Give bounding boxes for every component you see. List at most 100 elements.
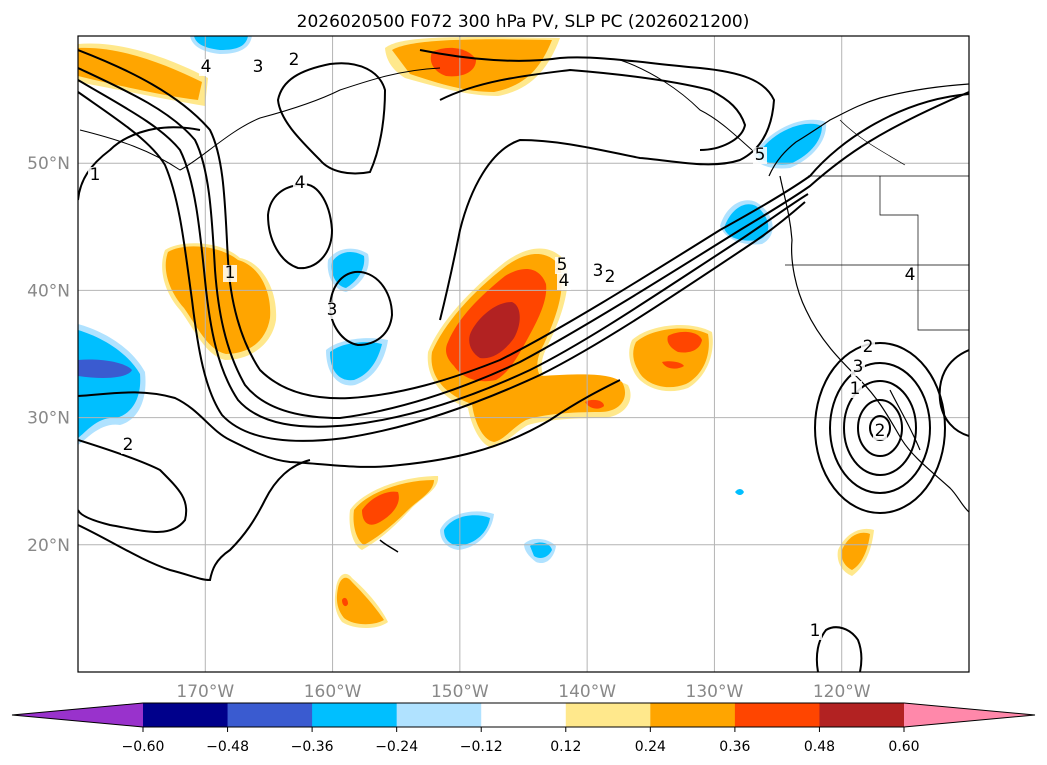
slp-contour-3 [78, 79, 809, 428]
contour-label-text: 4 [295, 173, 306, 193]
coast-aleutians [79, 67, 441, 171]
colorbar-tick-label: 0.12 [550, 739, 581, 755]
pv-neg-spot [735, 489, 744, 495]
contour-label-bg [557, 273, 571, 290]
slp-contour-1-sw [78, 459, 311, 582]
pv-blob-central-core [469, 302, 520, 359]
contour-label-bg [753, 147, 767, 164]
slp-contour-1-west [78, 126, 201, 201]
contour-label-bg [873, 423, 887, 440]
contour-label-bg [287, 52, 301, 69]
contour-label-bg [88, 167, 102, 184]
slp-contour-2-south [78, 379, 621, 468]
slp-low-ring-4 [857, 399, 903, 457]
y-tick-label: 40°N [27, 281, 70, 301]
slp-contour-3-loop [276, 62, 387, 175]
contour-label-text: 3 [253, 57, 264, 77]
colorbar-tick-label: 0.36 [719, 739, 750, 755]
colorbar-tick-label: 0.48 [804, 739, 835, 755]
contour-label-text: 4 [559, 271, 570, 291]
coast-southeast-alaska [619, 59, 753, 151]
y-tick-label: 50°N [27, 154, 70, 174]
contour-label-text: 2 [863, 337, 874, 357]
border-bc-alberta [839, 119, 906, 166]
contour-label: 1 [848, 379, 862, 399]
slp-contour-2-sw [78, 439, 188, 533]
pv-neg-hawaii [444, 515, 490, 546]
x-axis-ticks: 170°W 160°W 150°W 140°W 130°W 120°W [176, 682, 870, 702]
slp-contour-3-gulf [419, 49, 776, 321]
contour-label: 3 [325, 300, 339, 320]
colorbar-segment [143, 703, 229, 727]
contour-label: 1 [808, 621, 822, 641]
slp-contour-4-gulf [439, 68, 747, 151]
pv-neg-bc [758, 123, 822, 165]
colorbar-tick-label: −0.36 [291, 739, 334, 755]
contour-label: 2 [287, 50, 301, 70]
contour-label-bg [223, 265, 237, 282]
y-tick-label: 30°N [27, 409, 70, 429]
x-tick-label: 120°W [813, 682, 871, 702]
contour-label: 5 [753, 145, 767, 165]
slp-contour-1-bottom [815, 626, 863, 672]
contour-label-bg [199, 59, 213, 76]
border-state-2 [879, 176, 969, 331]
contour-label-text: 3 [593, 261, 604, 281]
colorbar: −0.60 −0.48 −0.36 −0.24 −0.12 0.12 0.24 0.36 0.4… [11, 702, 1036, 755]
colorbar-tick-label: 0.60 [888, 739, 919, 755]
contour-label-bg [603, 269, 617, 286]
colorbar-tick-label: 0.24 [635, 739, 666, 755]
x-tick-label: 150°W [431, 682, 489, 702]
contour-label: 1 [88, 165, 102, 185]
colorbar-segment [312, 703, 398, 727]
colorbar-extend-min [12, 703, 143, 727]
colorbar-extend-max [904, 703, 1035, 727]
colorbar-tick-label: −0.24 [375, 739, 418, 755]
pv-blob-east-core [667, 331, 702, 353]
slp-low-ring-3 [843, 380, 917, 476]
y-axis-ticks: 50°N 40°N 30°N 20°N [27, 154, 70, 556]
contour-label-bg [325, 302, 339, 319]
colorbar-segment [227, 703, 313, 727]
pv-blob-east-spot [662, 361, 684, 369]
contour-label: 4 [293, 173, 307, 193]
contour-label-text: 1 [90, 165, 101, 185]
coast-west-us [779, 175, 969, 513]
map-grid [78, 36, 969, 672]
slp-contour-east-edge [938, 349, 969, 437]
x-tick-label: 170°W [176, 682, 234, 702]
contour-label-text: 1 [225, 263, 236, 283]
coast-hawaii [379, 539, 399, 553]
contour-label-text: 5 [755, 145, 766, 165]
contour-label-text: 3 [853, 357, 864, 377]
slp-contours [78, 49, 969, 672]
contour-label-text: 1 [810, 621, 821, 641]
pv-neg-mid2 [330, 342, 382, 381]
contour-label-bg [851, 359, 865, 376]
contour-label: 4 [199, 57, 213, 77]
pv-neg-coast [724, 204, 769, 241]
colorbar-tick-label: −0.48 [206, 739, 249, 755]
slp-contour-4 [78, 91, 806, 442]
map-frame [77, 35, 970, 673]
colorbar-segment [734, 703, 820, 727]
pv-blob-baja [841, 532, 870, 570]
contour-label-bg [251, 59, 265, 76]
contour-label-text: 2 [605, 267, 616, 287]
pv-blob-hawaii-core [362, 491, 399, 525]
contour-label-bg [861, 339, 875, 356]
x-tick-label: 160°W [304, 682, 362, 702]
contour-label: 1 [223, 263, 237, 283]
contour-label-bg [808, 623, 822, 640]
x-tick-label: 130°W [686, 682, 744, 702]
contour-label-text: 4 [905, 265, 916, 285]
contour-label-text: 2 [875, 421, 886, 441]
slp-low-ring-2 [829, 362, 931, 494]
contour-label: 4 [557, 271, 571, 291]
contour-label: 4 [903, 265, 917, 285]
coast-baja [889, 389, 921, 451]
contour-label: 2 [861, 337, 875, 357]
colorbar-tick-label: −0.60 [122, 739, 165, 755]
colorbar-segment [650, 703, 736, 727]
